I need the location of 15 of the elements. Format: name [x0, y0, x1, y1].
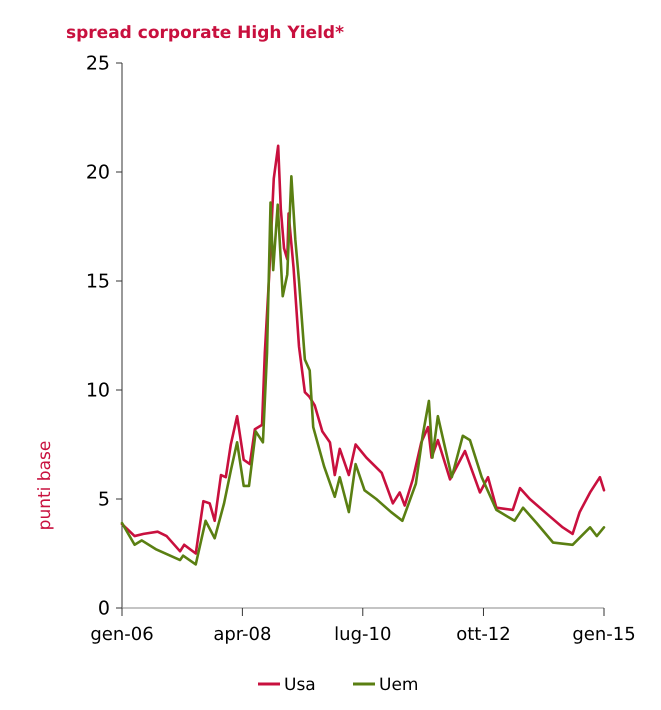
x-tick-label: ott-12	[456, 624, 511, 645]
y-axis-title: punti base	[35, 440, 55, 530]
y-tick-label: 25	[86, 52, 110, 75]
legend-label: Uem	[379, 674, 418, 695]
chart-title: spread corporate High Yield*	[66, 23, 344, 43]
y-tick-label: 10	[86, 380, 110, 402]
x-tick-label: apr-08	[213, 624, 272, 645]
x-tick-label: gen-15	[572, 624, 636, 645]
y-tick-label: 0	[98, 598, 110, 620]
y-tick-label: 5	[98, 488, 110, 511]
y-tick-label: 15	[86, 270, 110, 293]
x-tick-label: gen-06	[90, 624, 154, 645]
x-tick-label: lug-10	[334, 624, 392, 645]
legend-label: Usa	[284, 674, 316, 695]
y-tick-label: 20	[86, 162, 110, 184]
